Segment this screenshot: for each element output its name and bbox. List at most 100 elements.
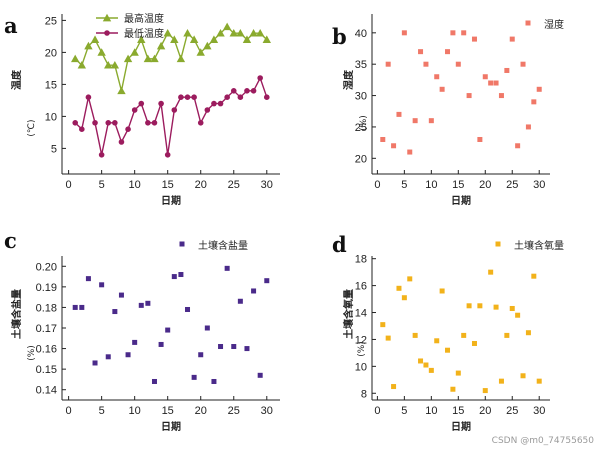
y-tick-label: 0.19	[36, 282, 57, 294]
data-point	[118, 292, 124, 298]
x-tick-label: 10	[425, 405, 437, 417]
x-tick-label: 0	[66, 179, 72, 191]
data-point	[477, 136, 483, 142]
legend-label: 土壤含氧量	[514, 239, 564, 252]
data-point	[132, 339, 138, 345]
data-point	[380, 322, 386, 328]
data-point	[466, 93, 472, 99]
data-point	[97, 48, 106, 56]
data-point	[525, 124, 531, 130]
data-point	[197, 120, 204, 126]
y-axis-title: 土壤含氧量	[342, 289, 355, 339]
data-point	[401, 295, 407, 301]
y-tick-label: 30	[355, 91, 367, 103]
data-point	[171, 274, 177, 280]
data-point	[488, 80, 494, 86]
data-point	[509, 305, 515, 311]
series-2	[72, 75, 270, 158]
y-tick-label: 0.15	[36, 364, 57, 376]
data-point	[158, 341, 164, 347]
data-point	[455, 61, 461, 67]
x-tick-label: 20	[195, 405, 207, 417]
y-axis-title: 湿度	[342, 69, 355, 90]
series-1	[71, 22, 271, 95]
data-point	[257, 75, 263, 81]
data-point	[257, 372, 263, 378]
data-point	[170, 35, 179, 43]
data-point	[237, 94, 244, 100]
x-tick-label: 0	[374, 179, 380, 191]
data-point	[156, 41, 166, 50]
data-point	[164, 152, 171, 158]
legend-marker	[525, 20, 531, 26]
data-point	[445, 347, 451, 353]
data-point	[439, 288, 445, 294]
data-point	[434, 338, 440, 344]
x-tick-label: 25	[506, 405, 518, 417]
data-point	[183, 29, 192, 37]
data-point	[493, 304, 499, 310]
data-point	[536, 86, 542, 92]
data-point	[450, 30, 456, 36]
data-point	[216, 29, 225, 37]
data-point	[137, 35, 146, 43]
y-tick-label: 10	[355, 361, 367, 373]
x-axis-title: 日期	[451, 194, 471, 207]
data-point	[198, 352, 204, 358]
data-point	[455, 370, 461, 376]
data-point	[236, 29, 245, 37]
y-tick-label: 0.16	[36, 344, 57, 356]
data-point	[130, 48, 139, 56]
x-tick-label: 0	[374, 405, 380, 417]
legend-label: 土壤含盐量	[198, 239, 248, 252]
data-point	[531, 99, 537, 105]
data-point	[71, 54, 80, 63]
data-point	[244, 346, 250, 352]
y-unit-label: (%)	[359, 115, 369, 131]
x-tick-label: 15	[162, 405, 174, 417]
x-tick-label: 5	[401, 179, 407, 191]
data-point	[203, 41, 212, 50]
data-point	[123, 54, 133, 63]
data-point	[255, 29, 265, 37]
data-point	[99, 282, 105, 288]
data-point	[105, 120, 112, 126]
data-point	[110, 61, 120, 69]
data-point	[138, 302, 144, 308]
data-point	[262, 35, 271, 43]
data-point	[264, 278, 270, 284]
x-tick-label: 5	[99, 405, 105, 417]
x-tick-label: 0	[66, 405, 72, 417]
data-point	[185, 306, 191, 312]
data-point	[250, 88, 257, 94]
data-point	[423, 362, 429, 368]
data-point	[504, 332, 510, 338]
data-point	[385, 61, 391, 67]
y-unit-label: (℃)	[27, 119, 37, 136]
data-point	[242, 35, 252, 43]
data-point	[385, 335, 391, 341]
data-point	[249, 29, 258, 37]
x-tick-label: 15	[452, 405, 464, 417]
data-point	[439, 86, 445, 92]
y-tick-label: 5	[51, 143, 57, 155]
data-point	[165, 327, 171, 333]
data-point	[477, 303, 483, 309]
data-point	[428, 367, 434, 373]
y-tick-label: 0.20	[36, 261, 57, 273]
data-point	[151, 120, 158, 126]
data-point	[466, 303, 472, 309]
data-point	[85, 276, 91, 282]
data-point	[525, 330, 531, 336]
y-tick-label: 0.17	[36, 323, 57, 335]
data-point	[498, 378, 504, 384]
data-point	[178, 94, 184, 100]
legend-label: 最低温度	[124, 27, 164, 40]
data-point	[204, 325, 210, 331]
series-1	[72, 265, 270, 384]
data-point	[184, 94, 191, 100]
panel-letter: b	[332, 24, 347, 49]
watermark: CSDN @m0_74755650	[491, 436, 594, 446]
